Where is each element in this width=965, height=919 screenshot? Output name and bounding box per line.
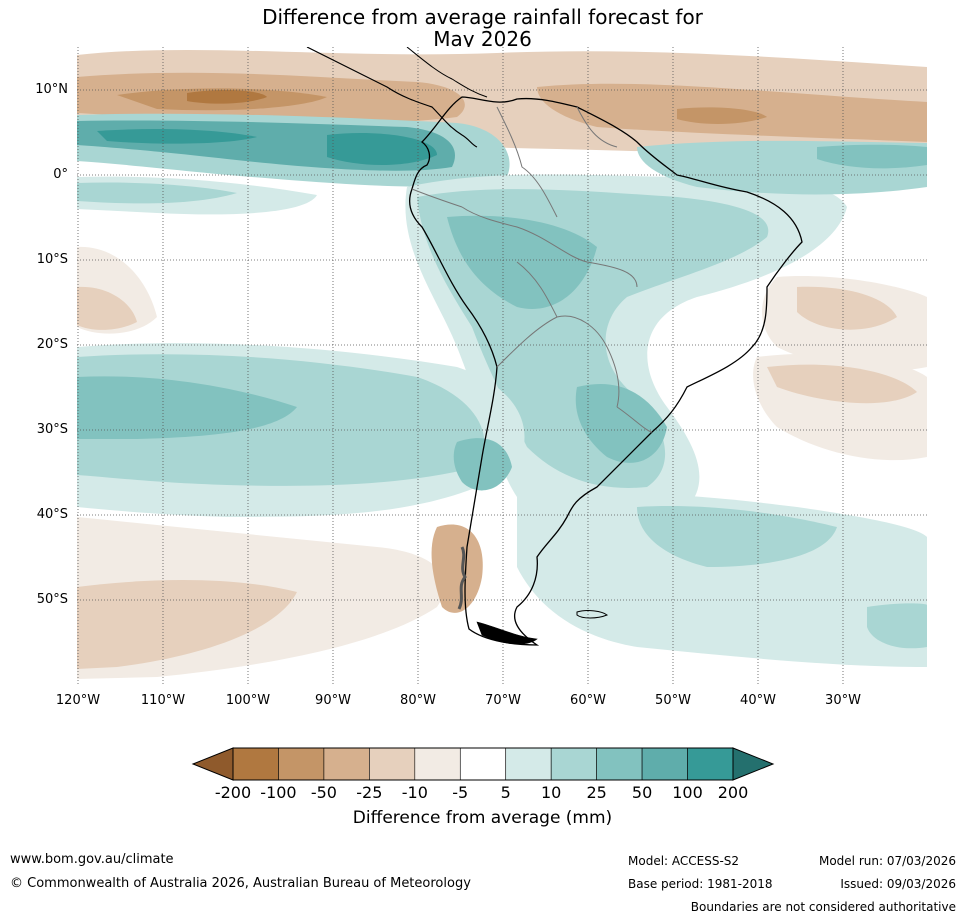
legend-tick-label: -10 bbox=[401, 783, 428, 802]
south-america-coastline bbox=[409, 96, 803, 646]
legend-tick-label: 5 bbox=[500, 783, 511, 802]
footer-model: Model: ACCESS-S2 bbox=[628, 854, 740, 868]
dry-band-east-core bbox=[677, 107, 767, 124]
wet-atlantic-north-mid bbox=[817, 144, 927, 169]
chilean-fjords bbox=[457, 546, 467, 610]
lat-label-0: 0° bbox=[53, 167, 68, 182]
lat-label-40s: 40°S bbox=[36, 507, 68, 522]
legend-tick-label: -100 bbox=[260, 783, 297, 802]
wet-atlantic-south-mid bbox=[637, 506, 837, 567]
legend-color-cell bbox=[505, 747, 552, 781]
legend-tick-label: 10 bbox=[540, 783, 562, 802]
legend-tick-label: -25 bbox=[356, 783, 383, 802]
dry-pacific-south-mid bbox=[77, 580, 297, 669]
footer-copyright: © Commonwealth of Australia 2026, Austra… bbox=[10, 876, 471, 891]
legend-color-cell bbox=[369, 747, 416, 781]
central-america-coastline bbox=[306, 47, 478, 148]
legend-color-cell bbox=[641, 747, 688, 781]
lon-label-40w: 40°W bbox=[740, 693, 776, 708]
wet-band-equatorial-east-core bbox=[327, 133, 437, 165]
legend-color-cell bbox=[459, 747, 507, 781]
lat-label-10n: 10°N bbox=[35, 82, 68, 97]
lon-label-100w: 100°W bbox=[225, 693, 271, 708]
legend-color-cell bbox=[278, 747, 325, 781]
country-borders bbox=[411, 106, 653, 433]
dry-patagonia bbox=[431, 524, 483, 613]
legend-color-cell bbox=[550, 747, 597, 781]
footer-model-run: Model run: 07/03/2026 bbox=[818, 854, 956, 868]
legend-color-cell bbox=[687, 747, 734, 781]
legend-tick-label: -5 bbox=[452, 783, 469, 802]
tierra-del-fuego bbox=[476, 621, 538, 645]
lon-label-60w: 60°W bbox=[570, 693, 606, 708]
legend-colorbar bbox=[191, 747, 775, 781]
lon-label-120w: 120°W bbox=[55, 693, 101, 708]
footer-website[interactable]: www.bom.gov.au/climate bbox=[10, 852, 174, 867]
rainfall-map bbox=[77, 47, 927, 685]
dry-atlantic-south-mid bbox=[767, 364, 917, 404]
dry-band-atlantic bbox=[837, 104, 927, 138]
footer-base-period: Base period: 1981-2018 bbox=[628, 877, 773, 891]
map-title-line-1: Difference from average rainfall forecas… bbox=[262, 5, 703, 29]
lat-label-20s: 20°S bbox=[36, 337, 68, 352]
lon-label-110w: 110°W bbox=[140, 693, 186, 708]
legend-color-cell bbox=[232, 747, 279, 781]
footer-disclaimer: Boundaries are not considered authoritat… bbox=[690, 900, 956, 914]
legend-tick-label: -200 bbox=[214, 783, 252, 802]
lon-label-50w: 50°W bbox=[655, 693, 691, 708]
lat-label-30s: 30°S bbox=[36, 422, 68, 437]
wet-band-equatorial-core bbox=[97, 129, 257, 144]
legend-tick-label: 200 bbox=[717, 783, 749, 802]
wet-pacific-midlat-core bbox=[77, 376, 297, 439]
dry-band-north-peak bbox=[187, 90, 267, 104]
dry-pacific-west-mid bbox=[77, 286, 137, 330]
legend-title: Difference from average (mm) bbox=[352, 808, 613, 828]
dry-brazil-east-mid bbox=[797, 286, 897, 330]
lon-label-80w: 80°W bbox=[400, 693, 436, 708]
caribbean-coastline bbox=[406, 47, 488, 98]
wet-band-pacific-tropic-mid bbox=[77, 182, 237, 204]
legend-tick-label: -50 bbox=[310, 783, 337, 802]
wet-atlantic-south-east bbox=[867, 603, 927, 649]
legend-tick-label: 100 bbox=[672, 783, 703, 802]
lat-label-50s: 50°S bbox=[36, 592, 68, 607]
legend-extend-max bbox=[732, 747, 775, 781]
wet-plata-core bbox=[575, 383, 667, 463]
legend-extend-min bbox=[191, 747, 234, 781]
footer-issued: Issued: 09/03/2026 bbox=[840, 877, 956, 891]
graticule bbox=[77, 47, 927, 685]
wet-chile-core bbox=[453, 438, 512, 491]
lon-label-90w: 90°W bbox=[315, 693, 351, 708]
lon-label-70w: 70°W bbox=[485, 693, 521, 708]
legend-tick-label: 50 bbox=[631, 783, 653, 802]
legend-color-cell bbox=[414, 747, 461, 781]
legend-color-cell bbox=[596, 747, 643, 781]
wet-amazon-core bbox=[447, 215, 597, 309]
lon-label-30w: 30°W bbox=[825, 693, 861, 708]
falkland-islands bbox=[576, 610, 608, 619]
legend-tick-label: 25 bbox=[586, 783, 607, 802]
legend-color-cell bbox=[323, 747, 370, 781]
lat-label-10s: 10°S bbox=[36, 252, 68, 267]
